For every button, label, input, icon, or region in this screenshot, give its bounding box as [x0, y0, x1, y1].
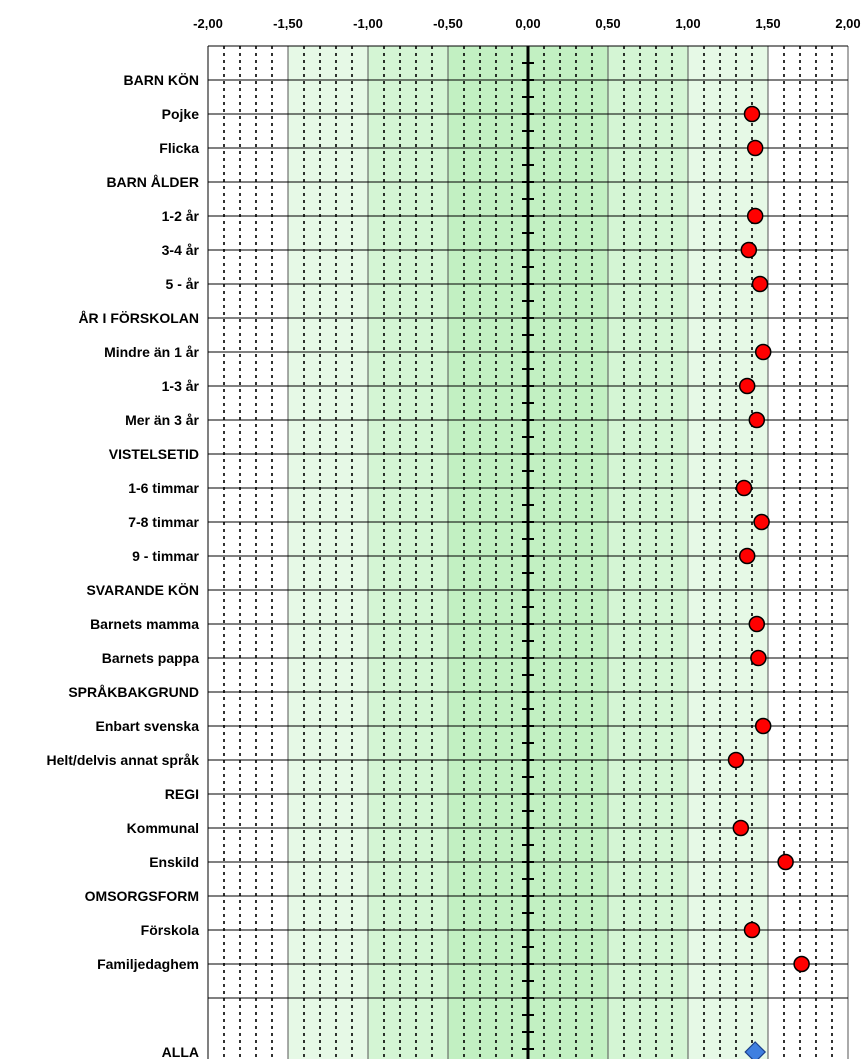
row-label: Barnets mamma [90, 616, 199, 632]
x-tick-label: 1,00 [675, 16, 700, 31]
data-point [754, 343, 772, 361]
data-point [740, 241, 758, 259]
row-label: Familjedaghem [97, 956, 199, 972]
row-label: 9 - timmar [132, 548, 199, 564]
total-marker [744, 1041, 767, 1059]
data-point [793, 955, 810, 973]
data-point [777, 853, 794, 871]
row-label: SVARANDE KÖN [86, 582, 199, 598]
data-point [738, 377, 756, 395]
row-label: Helt/delvis annat språk [46, 752, 199, 768]
data-point [748, 411, 766, 429]
data-point [751, 275, 769, 293]
row-label: SPRÅKBAKGRUND [68, 684, 199, 700]
total-label: ALLA [162, 1044, 199, 1059]
row-label: 5 - år [166, 276, 200, 292]
x-tick-label: -1,50 [273, 16, 303, 31]
row-label: REGI [165, 786, 199, 802]
data-point [738, 547, 756, 565]
row-label: Pojke [162, 106, 200, 122]
x-tick-label: -2,00 [193, 16, 223, 31]
row-label: Kommunal [127, 820, 199, 836]
x-tick-label: -1,00 [353, 16, 383, 31]
data-point [735, 479, 753, 497]
row-label: Mer än 3 år [125, 412, 199, 428]
data-point [746, 139, 764, 157]
row-label: OMSORGSFORM [85, 888, 199, 904]
data-point [754, 717, 772, 735]
data-point [727, 751, 745, 769]
data-point [743, 921, 761, 939]
row-label: ÅR I FÖRSKOLAN [78, 310, 199, 326]
data-point [750, 649, 767, 667]
row-label: 3-4 år [162, 242, 200, 258]
x-tick-label: 0,00 [515, 16, 540, 31]
x-tick-label: -0,50 [433, 16, 463, 31]
data-point [743, 105, 761, 123]
row-label: Förskola [141, 922, 200, 938]
data-point [753, 513, 770, 531]
data-point [732, 819, 750, 837]
row-label: Mindre än 1 år [104, 344, 199, 360]
row-label: Flicka [159, 140, 199, 156]
row-label: 1-3 år [162, 378, 200, 394]
data-point [748, 615, 766, 633]
x-tick-label: 1,50 [755, 16, 780, 31]
row-label: BARN ÅLDER [106, 174, 199, 190]
row-label: 1-6 timmar [128, 480, 199, 496]
row-label: BARN KÖN [124, 72, 199, 88]
row-label: VISTELSETID [109, 446, 199, 462]
row-label: Barnets pappa [102, 650, 199, 666]
row-label: 7-8 timmar [128, 514, 199, 530]
x-tick-label: 0,50 [595, 16, 620, 31]
row-label: 1-2 år [162, 208, 200, 224]
x-tick-label: 2,00 [835, 16, 860, 31]
row-label: Enbart svenska [96, 718, 200, 734]
data-point [746, 207, 764, 225]
row-label: Enskild [149, 854, 199, 870]
